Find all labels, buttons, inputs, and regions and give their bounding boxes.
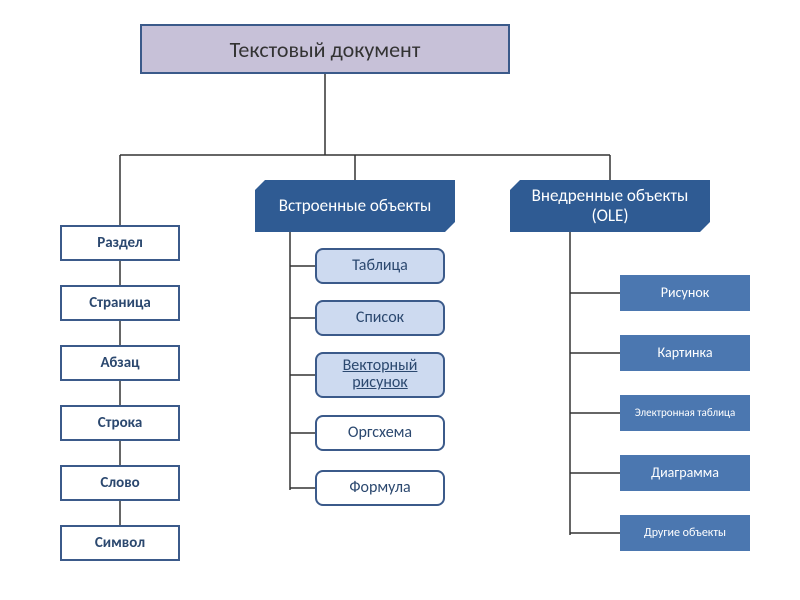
title-box: Текстовый документ [140,24,510,74]
embedded-object-box: Электронная таблица [620,395,750,431]
hierarchy-box: Абзац [60,345,180,381]
embedded-object-box: Рисунок [620,275,750,311]
builtin-object-box: Список [315,300,445,336]
hierarchy-box: Слово [60,465,180,501]
builtin-object-box: Оргсхема [315,415,445,451]
embedded-objects-header-label: Внедренные объекты (OLE) [514,186,706,225]
builtin-object-box: Векторный рисунок [315,352,445,398]
builtin-object-box: Таблица [315,248,445,284]
embedded-object-box: Другие объекты [620,515,750,551]
builtin-objects-header: Встроенные объекты [255,180,455,232]
embedded-object-box: Картинка [620,335,750,371]
builtin-object-box: Формула [315,470,445,506]
hierarchy-box: Строка [60,405,180,441]
embedded-object-box: Диаграмма [620,455,750,491]
builtin-objects-header-label: Встроенные объекты [279,196,432,216]
hierarchy-box: Раздел [60,225,180,261]
embedded-objects-header: Внедренные объекты (OLE) [510,180,710,232]
hierarchy-box: Символ [60,525,180,561]
hierarchy-box: Страница [60,285,180,321]
